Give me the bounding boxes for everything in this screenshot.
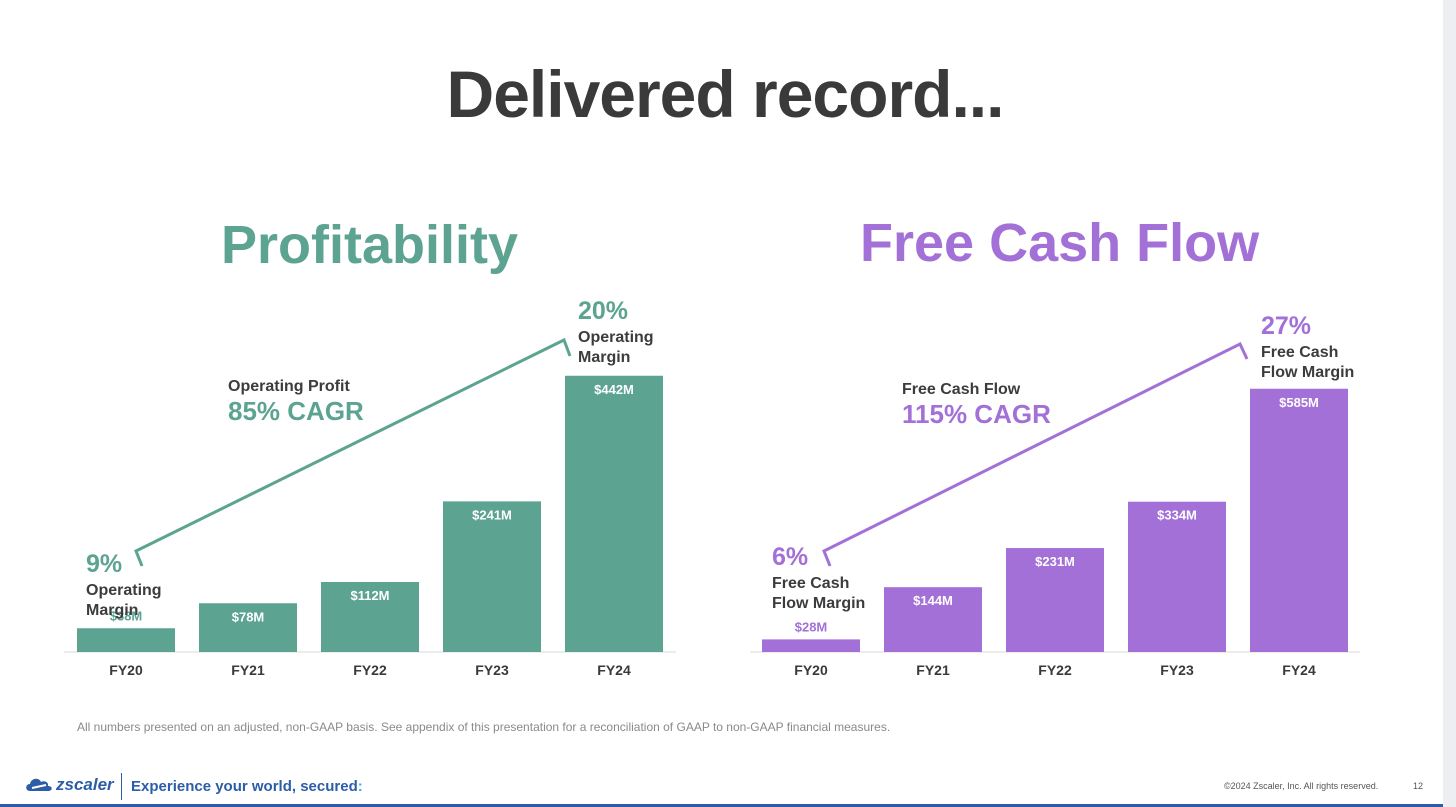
fcf-cagr-trend-line	[822, 341, 1249, 567]
profit-bar-label: $38M	[110, 608, 143, 623]
fcf-bar-FY22	[1006, 548, 1104, 652]
profit-start-pct: 9%	[86, 550, 123, 578]
tagline-mark: :	[357, 778, 363, 795]
tagline-text: Experience your world, secured	[131, 778, 358, 795]
profit-bar-label: $112M	[350, 588, 389, 603]
profit-cagr-value: 85% CAGR	[228, 396, 364, 426]
page-number: 12	[1413, 781, 1424, 791]
profit-start-annotation: 9% Operating Margin	[86, 550, 162, 621]
profit-cagr-annotation: Operating Profit 85% CAGR	[228, 378, 364, 427]
fcf-title: Free Cash Flow	[860, 213, 1260, 273]
fcf-end-annotation: 27% Free Cash Flow Margin	[1261, 312, 1354, 383]
profit-end-label-1: Operating	[578, 329, 654, 346]
footnote: All numbers presented on an adjusted, no…	[77, 720, 891, 734]
fcf-bar-label: $585M	[1279, 395, 1319, 410]
fcf-tick-label: FY22	[1038, 662, 1072, 678]
fcf-bar-FY23	[1128, 501, 1226, 652]
zscaler-cloud-icon	[26, 778, 52, 791]
profit-bar-label: $442M	[594, 382, 634, 397]
profit-bar-FY23	[443, 501, 541, 652]
profit-bar-label: $78M	[232, 609, 265, 624]
profitability-title: Profitability	[221, 215, 519, 275]
profit-end-annotation: 20% Operating Margin	[578, 297, 654, 368]
fcf-bar-FY24	[1250, 388, 1348, 652]
bottom-accent-line	[0, 804, 1443, 807]
fcf-start-label-2: Flow Margin	[772, 595, 866, 612]
footer-divider	[121, 773, 122, 800]
fcf-bar-FY21	[884, 587, 982, 652]
fcf-tick-label: FY23	[1160, 662, 1194, 678]
fcf-end-pct: 27%	[1261, 312, 1312, 340]
fcf-end-label-1: Free Cash	[1261, 344, 1339, 361]
profit-cagr-label: Operating Profit	[228, 378, 350, 395]
fcf-cagr-annotation: Free Cash Flow 115% CAGR	[902, 381, 1051, 430]
fcf-start-label-1: Free Cash	[772, 575, 850, 592]
fcf-bar-FY20	[762, 639, 860, 652]
zscaler-logo-text: zscaler	[56, 775, 114, 794]
fcf-tick-label: FY20	[794, 662, 828, 678]
profit-tick-label: FY23	[475, 662, 509, 678]
profit-tick-label: FY21	[231, 662, 265, 678]
profit-bar-FY22	[321, 582, 419, 652]
profit-tick-label: FY24	[597, 662, 631, 678]
fcf-bar-label: $144M	[913, 593, 953, 608]
right-edge-strip	[1443, 0, 1456, 807]
profit-bar-FY21	[199, 603, 297, 652]
profit-bar-FY24	[565, 375, 663, 652]
profit-start-label-2: Margin	[86, 602, 139, 619]
slide-title: Delivered record...	[446, 57, 1005, 131]
tagline: Experience your world, secured:	[131, 778, 363, 795]
profit-start-label-1: Operating	[86, 582, 162, 599]
fcf-cagr-label: Free Cash Flow	[902, 381, 1021, 398]
copyright: ©2024 Zscaler, Inc. All rights reserved.	[1224, 781, 1379, 791]
profit-end-pct: 20%	[578, 297, 629, 325]
profit-cagr-trend-line	[134, 337, 572, 567]
zscaler-logo: zscaler	[24, 775, 114, 795]
fcf-tick-label: FY24	[1282, 662, 1316, 678]
profit-bar-label: $241M	[472, 507, 512, 522]
fcf-tick-label: FY21	[916, 662, 950, 678]
fcf-cagr-value: 115% CAGR	[902, 399, 1051, 429]
fcf-bar-label: $28M	[795, 619, 828, 634]
fcf-end-label-2: Flow Margin	[1261, 364, 1355, 381]
profit-bar-FY20	[77, 628, 175, 652]
profit-tick-label: FY20	[109, 662, 143, 678]
fcf-start-annotation: 6% Free Cash Flow Margin	[772, 543, 865, 614]
fcf-bar-label: $334M	[1157, 508, 1197, 523]
profit-end-label-2: Margin	[578, 349, 631, 366]
fcf-bar-label: $231M	[1035, 554, 1075, 569]
profit-tick-label: FY22	[353, 662, 387, 678]
fcf-start-pct: 6%	[772, 543, 809, 571]
